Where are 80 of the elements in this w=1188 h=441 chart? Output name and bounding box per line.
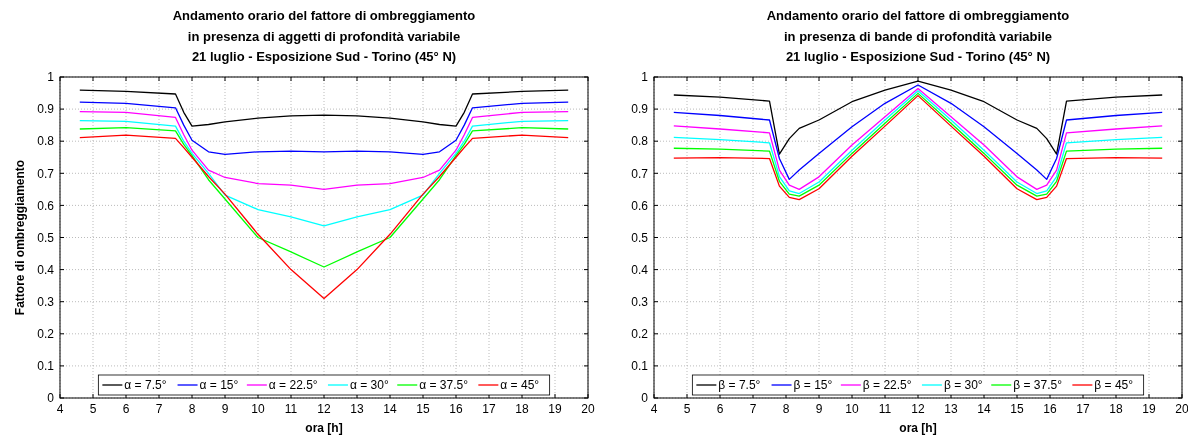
y-tick-label: 0.4 (631, 262, 649, 277)
y-tick-label: 0.8 (37, 134, 55, 149)
y-tick-label: 0 (47, 391, 55, 406)
y-tick-label: 0.6 (631, 198, 649, 213)
x-tick-label: 17 (1076, 402, 1090, 416)
y-tick-label: 0.1 (631, 359, 649, 374)
x-tick-label: 4 (56, 402, 64, 416)
x-axis-title: ora [h] (305, 421, 343, 435)
x-tick-label: 11 (878, 402, 892, 416)
y-tick-label: 0.5 (37, 230, 55, 245)
y-tick-label: 0.7 (37, 166, 55, 181)
x-tick-label: 9 (221, 402, 229, 416)
line-series (79, 101, 569, 156)
line-series (79, 134, 569, 300)
x-tick-label: 14 (977, 402, 991, 416)
y-tick-label: 0.6 (37, 198, 55, 213)
line-series (79, 111, 569, 190)
x-tick-label: 14 (383, 402, 397, 416)
legend-label: α = 15° (199, 378, 239, 393)
line-series (79, 127, 569, 268)
line-series (79, 120, 569, 227)
x-tick-label: 10 (251, 402, 265, 416)
x-tick-label: 7 (155, 402, 163, 416)
y-tick-label: 0.9 (631, 102, 649, 117)
legend-label: α = 45° (500, 378, 540, 393)
legend-label: α = 22.5° (268, 378, 318, 393)
line-series (673, 80, 1163, 155)
x-tick-label: 16 (1043, 402, 1057, 416)
x-tick-label: 8 (782, 402, 790, 416)
x-tick-label: 19 (1142, 402, 1156, 416)
y-tick-label: 1 (47, 70, 55, 85)
x-tick-label: 12 (317, 402, 331, 416)
x-tick-label: 13 (350, 402, 364, 416)
x-tick-label: 6 (716, 402, 724, 416)
y-tick-label: 0.9 (37, 102, 55, 117)
y-tick-label: 0.1 (37, 359, 55, 374)
legend-label: β = 7.5° (718, 378, 761, 393)
x-tick-label: 13 (944, 402, 958, 416)
x-tick-label: 20 (581, 402, 595, 416)
legend-label: β = 45° (1094, 378, 1134, 393)
y-tick-label: 0.3 (631, 294, 649, 309)
x-tick-label: 5 (89, 402, 97, 416)
x-tick-label: 6 (122, 402, 130, 416)
x-tick-label: 11 (284, 402, 298, 416)
x-tick-label: 15 (416, 402, 430, 416)
x-tick-label: 20 (1175, 402, 1188, 416)
legend-label: α = 37.5° (419, 378, 469, 393)
x-axis-title: ora [h] (899, 421, 937, 435)
legend-label: β = 15° (793, 378, 833, 393)
x-tick-label: 10 (845, 402, 859, 416)
line-series (79, 89, 569, 127)
x-tick-label: 8 (188, 402, 196, 416)
x-tick-label: 5 (683, 402, 691, 416)
x-tick-label: 19 (548, 402, 562, 416)
x-tick-label: 17 (482, 402, 496, 416)
y-tick-label: 0.7 (631, 166, 649, 181)
x-tick-label: 18 (515, 402, 529, 416)
legend-label: β = 22.5° (862, 378, 912, 393)
y-tick-label: 1 (641, 70, 649, 85)
x-tick-label: 9 (815, 402, 823, 416)
x-tick-label: 16 (449, 402, 463, 416)
legend-label: α = 7.5° (124, 378, 167, 393)
legend-label: β = 30° (943, 378, 983, 393)
y-tick-label: 0.3 (37, 294, 55, 309)
y-tick-label: 0.2 (631, 327, 649, 341)
y-tick-label: 0.5 (631, 230, 649, 245)
legend-label: β = 37.5° (1013, 378, 1063, 393)
x-tick-label: 4 (650, 402, 658, 416)
x-tick-label: 12 (911, 402, 925, 416)
y-tick-label: 0 (641, 391, 649, 406)
y-axis-title: Fattore di ombreggiamento (13, 159, 27, 316)
y-tick-label: 0.8 (631, 134, 649, 149)
x-tick-label: 7 (749, 402, 757, 416)
legend-label: α = 30° (349, 378, 389, 393)
x-tick-label: 18 (1109, 402, 1123, 416)
chart-title: Andamento orario del fattore di ombreggiamento in presenza di aggetti di profondità variabile 21 luglio - Esposizione Sud - Torino (45° N) (172, 8, 476, 64)
chart-title: Andamento orario del fattore di ombreggiamento in presenza di bande di profondità variabile 21 luglio - Esposizione Sud - Torino (45° N) (766, 8, 1070, 64)
y-tick-label: 0.4 (37, 262, 55, 277)
y-tick-label: 0.2 (37, 327, 55, 341)
x-tick-label: 15 (1010, 402, 1024, 416)
